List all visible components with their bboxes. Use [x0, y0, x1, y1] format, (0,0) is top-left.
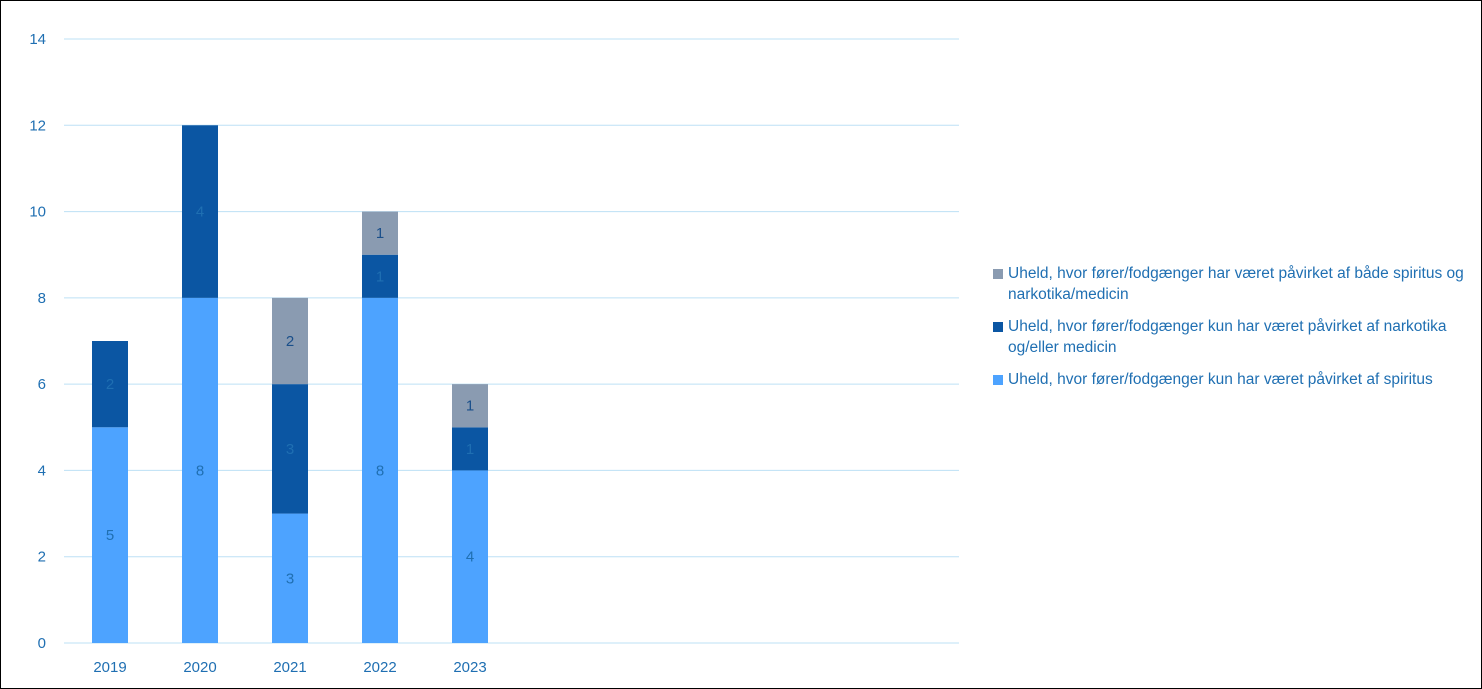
x-tick-label: 2019	[93, 659, 126, 676]
bar-2021-series-1	[272, 384, 308, 514]
y-tick-label: 4	[38, 462, 46, 479]
y-tick-label: 6	[38, 376, 46, 393]
data-label: 3	[286, 570, 294, 587]
data-label: 2	[286, 333, 294, 350]
bar-2020-series-0	[182, 297, 218, 643]
data-label: 3	[286, 441, 294, 458]
bar-2021-series-2	[272, 297, 308, 385]
y-tick-label: 2	[38, 549, 46, 566]
legend-swatch-both	[993, 269, 1003, 279]
bar-2022-series-0	[362, 297, 398, 643]
legend-item-spirits: Uheld, hvor fører/fodgænger kun har være…	[993, 369, 1481, 390]
legend-swatch-spirits	[993, 375, 1003, 385]
data-label: 2	[106, 376, 114, 393]
x-tick-label: 2022	[363, 659, 396, 676]
legend: Uheld, hvor fører/fodgænger har været på…	[993, 263, 1481, 401]
data-label: 1	[466, 441, 474, 458]
x-axis: 2019 2020 2021 2022 2023	[93, 659, 486, 676]
legend-label-both: Uheld, hvor fører/fodgænger har været på…	[1008, 265, 1464, 303]
legend-label-spirits: Uheld, hvor fører/fodgænger kun har være…	[1008, 371, 1433, 388]
data-label: 4	[466, 549, 474, 566]
bar-2020-series-1	[182, 125, 218, 298]
x-tick-label: 2023	[453, 659, 486, 676]
bar-2022-series-1	[362, 254, 398, 298]
y-axis: 0 2 4 6 8 10 12 14	[29, 31, 46, 652]
data-label: 4	[196, 204, 204, 221]
y-tick-label: 8	[38, 290, 46, 307]
x-tick-label: 2020	[183, 659, 216, 676]
bar-2021-series-0	[272, 513, 308, 643]
legend-item-both: Uheld, hvor fører/fodgænger har været på…	[993, 263, 1481, 305]
bar-2023-series-2	[452, 384, 488, 428]
data-label: 8	[376, 462, 384, 479]
bar-2023-series-0	[452, 470, 488, 643]
bar-2022-series-2	[362, 211, 398, 255]
legend-item-narcotics: Uheld, hvor fører/fodgænger kun har være…	[993, 316, 1481, 358]
bar-2019-series-1	[92, 341, 128, 428]
data-label: 1	[376, 225, 384, 242]
data-label: 1	[466, 398, 474, 415]
y-tick-label: 10	[29, 204, 46, 221]
y-tick-label: 12	[29, 117, 46, 134]
y-tick-label: 0	[38, 635, 46, 652]
data-label: 5	[106, 527, 114, 544]
y-tick-label: 14	[29, 31, 46, 48]
bar-2023-series-1	[452, 427, 488, 471]
legend-label-narcotics: Uheld, hvor fører/fodgænger kun har være…	[1008, 318, 1447, 356]
bars: 5 2 8 4 3 3 2 8 1 1 4 1 1	[92, 125, 488, 643]
x-tick-label: 2021	[273, 659, 306, 676]
bar-2019-series-0	[92, 427, 128, 643]
data-label: 8	[196, 462, 204, 479]
legend-swatch-narcotics	[993, 322, 1003, 332]
data-label: 1	[376, 268, 384, 285]
